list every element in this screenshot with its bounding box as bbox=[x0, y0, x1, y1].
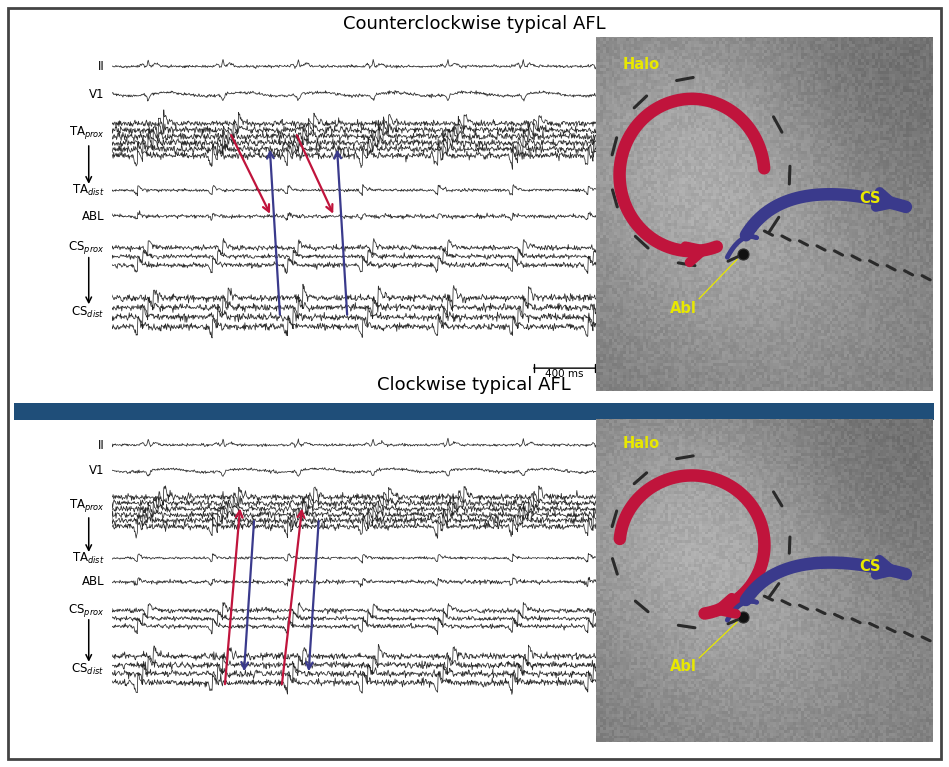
Bar bbox=[14, 403, 934, 420]
Text: TA$_{dist}$: TA$_{dist}$ bbox=[72, 183, 104, 198]
Text: Abl: Abl bbox=[670, 660, 697, 674]
FancyBboxPatch shape bbox=[8, 8, 941, 759]
Text: CS: CS bbox=[859, 191, 881, 206]
Text: CS$_{prox}$: CS$_{prox}$ bbox=[68, 602, 104, 619]
Text: CS$_{dist}$: CS$_{dist}$ bbox=[71, 662, 104, 677]
Text: Clockwise typical AFL: Clockwise typical AFL bbox=[377, 376, 571, 394]
Text: CS: CS bbox=[859, 559, 881, 574]
Text: Halo: Halo bbox=[623, 436, 661, 451]
Text: V1: V1 bbox=[89, 464, 104, 477]
Text: ABL: ABL bbox=[82, 210, 104, 223]
Text: CS$_{dist}$: CS$_{dist}$ bbox=[71, 304, 104, 320]
Text: II: II bbox=[98, 439, 104, 452]
Text: II: II bbox=[98, 60, 104, 73]
Text: V1: V1 bbox=[89, 87, 104, 100]
Text: Counterclockwise typical AFL: Counterclockwise typical AFL bbox=[343, 15, 605, 33]
Text: Abl: Abl bbox=[670, 301, 697, 316]
Text: ABL: ABL bbox=[82, 575, 104, 588]
Text: TA$_{prox}$: TA$_{prox}$ bbox=[68, 124, 104, 141]
Text: 400 ms: 400 ms bbox=[546, 369, 584, 379]
Text: CS$_{prox}$: CS$_{prox}$ bbox=[68, 239, 104, 256]
Text: Halo: Halo bbox=[623, 57, 661, 71]
Text: TA$_{dist}$: TA$_{dist}$ bbox=[72, 551, 104, 565]
Text: TA$_{prox}$: TA$_{prox}$ bbox=[68, 497, 104, 514]
